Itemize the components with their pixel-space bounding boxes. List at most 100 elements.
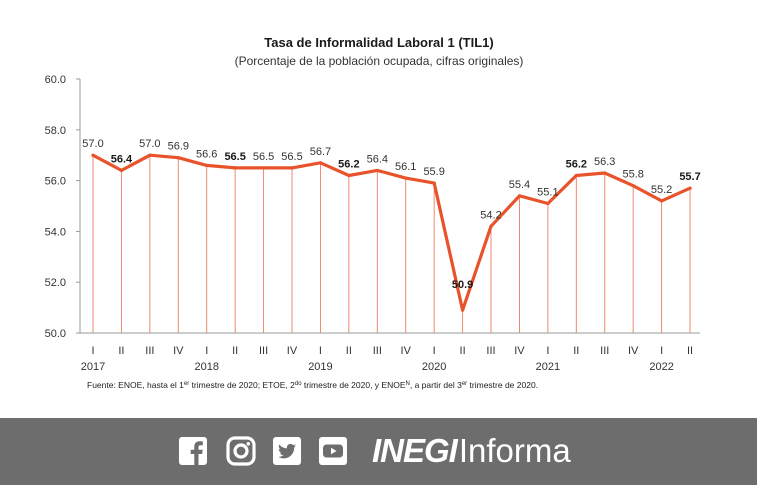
quarter-tick-label: IV <box>173 345 184 357</box>
data-point <box>546 201 550 206</box>
data-label: 56.5 <box>281 151 302 163</box>
data-point <box>688 186 692 190</box>
quarter-tick-label: I <box>319 345 322 357</box>
data-point <box>460 308 465 312</box>
quarter-tick-label: III <box>145 345 154 357</box>
year-tick-label: 2020 <box>422 361 446 373</box>
quarter-tick-label: IV <box>401 345 412 357</box>
year-tick-label: 2017 <box>81 361 105 373</box>
data-point <box>517 194 522 198</box>
y-tick-label: 60.0 <box>45 74 66 86</box>
quarter-tick-label: III <box>486 345 495 357</box>
data-label: 56.4 <box>367 153 388 165</box>
source-note: Fuente: ENOE, hasta el 1er trimestre de … <box>87 380 538 390</box>
data-label: 56.5 <box>224 151 245 163</box>
data-point <box>91 153 95 157</box>
data-label: 55.1 <box>537 186 558 198</box>
data-point <box>233 166 237 170</box>
quarter-tick-label: III <box>373 345 382 357</box>
drop-lines <box>92 155 691 333</box>
quarter-tick-label: II <box>346 345 352 357</box>
brand-inegi: INEGI <box>372 432 458 469</box>
series-polyline <box>91 153 692 312</box>
footer-bar: INEGI Informa <box>0 418 757 485</box>
quarter-tick-label: IV <box>287 345 298 357</box>
y-axis: 50.0 52.0 54.0 56.0 58.0 60.0 <box>45 74 81 340</box>
quarter-tick-label: I <box>546 345 549 357</box>
data-label: 56.9 <box>168 141 189 153</box>
y-tick-label: 52.0 <box>45 277 66 289</box>
chart: Tasa de Informalidad Laboral 1 (TIL1) (P… <box>45 35 701 390</box>
data-point <box>148 153 152 157</box>
series-line <box>91 153 692 312</box>
quarter-tick-label: II <box>687 345 693 357</box>
data-point <box>631 184 635 188</box>
y-tick-label: 50.0 <box>45 328 66 340</box>
data-label: 56.7 <box>310 146 331 158</box>
quarter-tick-label: II <box>460 345 466 357</box>
data-point <box>603 171 607 175</box>
data-label: 56.3 <box>594 156 615 168</box>
quarter-tick-label: I <box>660 345 663 357</box>
quarter-tick-label: I <box>205 345 208 357</box>
chart-subtitle: (Porcentaje de la población ocupada, cif… <box>235 54 524 68</box>
data-point <box>375 168 379 173</box>
data-label: 55.9 <box>423 166 444 178</box>
data-label: 56.4 <box>111 153 133 165</box>
year-tick-label: 2018 <box>194 361 218 373</box>
quarter-tick-label: IV <box>514 345 525 357</box>
youtube-icon[interactable] <box>318 436 348 466</box>
quarter-tick-label: I <box>433 345 436 357</box>
data-label: 56.1 <box>395 161 416 173</box>
data-point <box>318 161 323 165</box>
facebook-icon[interactable] <box>178 436 208 466</box>
data-label: 56.5 <box>253 151 274 163</box>
year-tick-label: 2019 <box>308 361 332 373</box>
data-point <box>660 199 664 203</box>
instagram-icon[interactable] <box>226 436 256 466</box>
data-point <box>404 176 408 180</box>
data-point <box>119 168 124 173</box>
chart-title: Tasa de Informalidad Laboral 1 (TIL1) <box>264 35 493 50</box>
year-tick-label: 2021 <box>536 361 560 373</box>
quarter-tick-label: III <box>259 345 268 357</box>
note-text: trimestre de 2020; ETOE, 2 <box>189 380 295 390</box>
quarter-tick-label: II <box>118 345 124 357</box>
data-point <box>290 166 294 170</box>
twitter-icon[interactable] <box>272 436 302 466</box>
note-superscript: N <box>406 381 410 387</box>
y-tick-label: 58.0 <box>45 125 66 137</box>
note-text: Fuente: ENOE, hasta el 1 <box>87 380 184 390</box>
quarter-tick-label: II <box>573 345 579 357</box>
data-point <box>176 156 180 160</box>
y-tick-label: 54.0 <box>45 226 66 238</box>
data-label: 55.2 <box>651 184 672 196</box>
data-label: 57.0 <box>139 138 160 150</box>
data-label: 56.2 <box>566 159 587 171</box>
note-superscript: er <box>184 381 189 387</box>
note-superscript: do <box>295 381 302 387</box>
data-label: 54.2 <box>480 209 501 221</box>
data-point <box>489 224 493 228</box>
data-point <box>261 166 266 170</box>
note-text: trimestre de 2020, y ENOE <box>302 380 406 390</box>
inegi-informa-logo: INEGI Informa <box>372 431 571 471</box>
data-label: 55.8 <box>622 169 643 181</box>
data-labels: 57.0 56.4 57.0 56.9 56.6 56.5 56.5 56.5 56.7 56.2… <box>82 138 700 291</box>
quarter-tick-label: III <box>600 345 609 357</box>
y-tick-label: 56.0 <box>45 176 66 188</box>
data-point <box>574 173 578 178</box>
quarter-tick-label: II <box>232 345 238 357</box>
quarter-tick-label: IV <box>628 345 639 357</box>
note-text: trimestre de 2020. <box>467 380 538 390</box>
data-label: 56.6 <box>196 148 217 160</box>
data-label: 50.9 <box>452 279 473 291</box>
data-label: 57.0 <box>82 138 103 150</box>
note-superscript: er <box>462 381 467 387</box>
data-point <box>432 181 436 185</box>
x-axis: I II III IV I II III IV I II III IV I II III IV I II III IV… <box>80 332 701 373</box>
quarter-tick-label: I <box>91 345 94 357</box>
note-text: , a partir del 3 <box>410 380 462 390</box>
data-point <box>347 173 351 178</box>
data-label: 55.7 <box>679 171 700 183</box>
